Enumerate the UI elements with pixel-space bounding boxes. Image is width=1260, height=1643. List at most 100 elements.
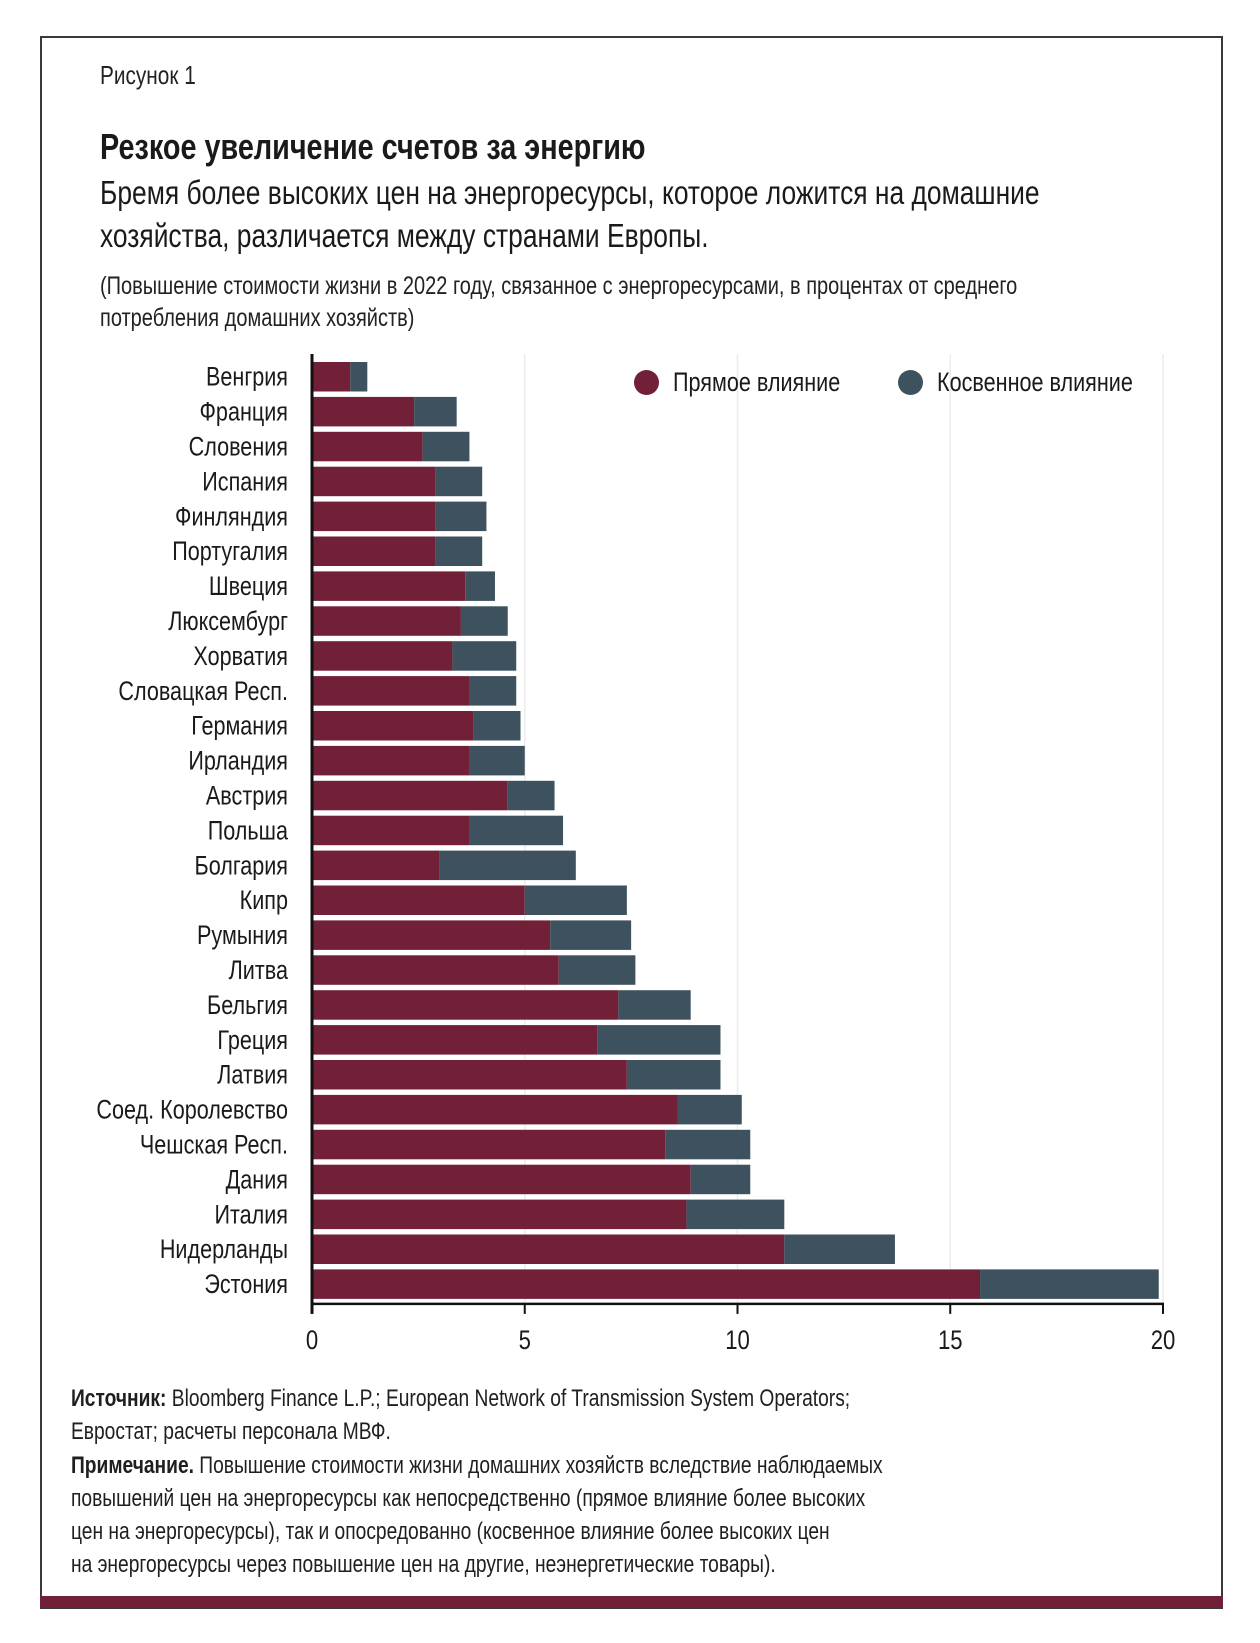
bar-indirect: [469, 676, 517, 706]
category-label: Хорватия: [193, 642, 288, 672]
category-label: Дания: [226, 1165, 288, 1195]
bottom-accent-bar: [40, 1596, 1223, 1608]
bar-direct: [312, 1269, 981, 1299]
category-labels: Венгрия Франция Словения Испания Финляндия По…: [96, 363, 288, 1300]
bar-direct: [312, 990, 619, 1020]
x-axis: 0 5 10 15 20: [306, 354, 1175, 1355]
bar-indirect: [524, 885, 627, 915]
subtitle-text: Бремя более высоких цен на энергоресурсы…: [100, 174, 1040, 211]
category-label: Бельгия: [207, 991, 288, 1021]
footnote-text: повышений цен на энергоресурсы как непос…: [71, 1485, 866, 1512]
bar-direct: [312, 920, 551, 950]
category-label: Нидерланды: [160, 1235, 288, 1265]
bar-direct: [312, 1094, 678, 1125]
footnote-text: Повышение стоимости жизни домашних хозяй…: [193, 1452, 883, 1479]
category-label: Словацкая Респ.: [118, 677, 288, 707]
bar-indirect: [507, 780, 555, 811]
bar-indirect: [665, 1129, 751, 1160]
bar-indirect: [677, 1094, 742, 1125]
bar-indirect: [469, 815, 564, 846]
bar-direct: [312, 1199, 687, 1230]
category-label: Кипр: [240, 886, 288, 916]
category-label: Франция: [200, 397, 288, 427]
bar-indirect: [422, 431, 470, 462]
bar-indirect: [690, 1164, 751, 1195]
bar-indirect: [686, 1199, 785, 1230]
bar-indirect: [435, 466, 483, 497]
category-label: Португалия: [172, 537, 288, 567]
units-note-line-2: потребления домашних хозяйств): [100, 304, 493, 333]
bar-indirect: [473, 711, 521, 741]
bar-indirect: [435, 501, 487, 532]
subtitle-text: хозяйства, различается между странами Ев…: [100, 217, 709, 254]
legend-label-indirect: Косвенное влияние: [937, 366, 1133, 397]
bar-direct: [312, 1060, 627, 1090]
source-note-line-2: Евростат; расчеты персонала МВФ.: [71, 1418, 471, 1446]
bar-direct: [312, 536, 436, 566]
bar-direct: [312, 1129, 666, 1160]
category-label: Латвия: [217, 1061, 288, 1091]
source-label: Источник:: [71, 1385, 167, 1412]
category-label: Испания: [202, 467, 288, 497]
source-text: Bloomberg Finance L.P.; European Network…: [166, 1385, 851, 1412]
category-label: Германия: [191, 712, 288, 742]
category-label: Финляндия: [175, 502, 288, 532]
bar-direct: [312, 955, 559, 985]
bar-indirect: [414, 396, 457, 427]
bar-indirect: [618, 990, 691, 1020]
gridlines: [524, 354, 1164, 1304]
category-label: Греция: [217, 1026, 288, 1056]
category-label: Эстония: [204, 1270, 288, 1300]
category-label: Румыния: [197, 921, 288, 951]
bar-direct: [312, 745, 470, 776]
legend-item-indirect: Косвенное влияние: [898, 366, 1182, 398]
footnote-text: цен на энергоресурсы), так и опосредован…: [71, 1518, 830, 1545]
bar-direct: [312, 1164, 691, 1195]
x-tick-label: 15: [938, 1326, 963, 1356]
category-label: Польша: [208, 816, 289, 846]
units-note-line-1: (Повышение стоимости жизни в 2022 году, …: [100, 272, 1247, 301]
indirect-legend-swatch-icon: [898, 369, 923, 395]
footnote-line-2: повышений цен на энергоресурсы как непос…: [71, 1485, 1064, 1513]
footnote-label: Примечание.: [71, 1452, 194, 1479]
bar-direct: [312, 641, 453, 671]
category-label: Чешская Респ.: [140, 1130, 288, 1160]
bar-direct: [312, 1025, 598, 1055]
footnote-line-3: цен на энергоресурсы), так и опосредован…: [71, 1518, 1019, 1546]
footnote: Примечание. Повышение стоимости жизни до…: [71, 1452, 1086, 1480]
legend-item-direct: Прямое влияние: [634, 366, 882, 398]
figure-label: Рисунок 1: [100, 60, 220, 91]
bar-direct: [312, 606, 461, 636]
chart-subtitle-line-1: Бремя более высоких цен на энергоресурсы…: [100, 174, 1260, 212]
bar-direct: [312, 1234, 785, 1264]
bar-indirect: [465, 571, 495, 601]
bar-direct: [312, 850, 440, 881]
x-tick-label: 20: [1151, 1326, 1176, 1356]
bar-indirect: [439, 850, 576, 881]
bar-indirect: [597, 1025, 721, 1055]
category-label: Италия: [214, 1200, 288, 1230]
footnote-text: на энергоресурсы через повышение цен на …: [71, 1551, 776, 1578]
chart-title-text: Резкое увеличение счетов за энергию: [100, 126, 646, 167]
category-label: Словения: [189, 432, 288, 462]
category-label: Венгрия: [206, 363, 288, 393]
x-tick-label: 0: [306, 1326, 318, 1356]
bar-indirect: [469, 745, 525, 776]
category-label: Швеция: [209, 572, 288, 602]
x-tick-label: 10: [725, 1326, 750, 1356]
footnote-line-4: на энергоресурсы через повышение цен на …: [71, 1551, 952, 1579]
bar-direct: [312, 711, 474, 741]
units-note-text: (Повышение стоимости жизни в 2022 году, …: [100, 272, 1018, 300]
category-label: Люксембург: [168, 607, 288, 637]
bar-indirect: [452, 641, 517, 671]
chart-subtitle-line-2: хозяйства, различается между странами Ев…: [100, 217, 861, 255]
x-tick-label: 5: [519, 1326, 531, 1356]
bar-indirect: [550, 920, 632, 950]
category-label: Литва: [229, 956, 289, 986]
bar-indirect: [558, 955, 636, 985]
source-text: Евростат; расчеты персонала МВФ.: [71, 1418, 391, 1445]
bar-indirect: [350, 362, 368, 392]
bar-direct: [312, 885, 525, 915]
bar-direct: [312, 815, 470, 846]
